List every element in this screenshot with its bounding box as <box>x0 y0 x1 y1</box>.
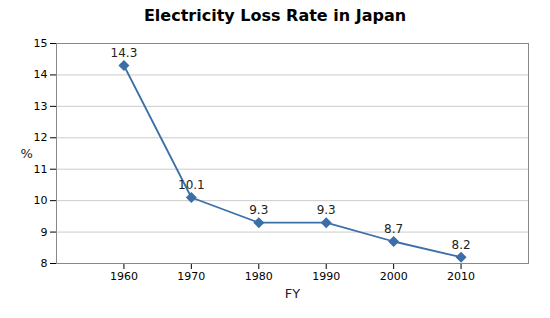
svg-text:2000: 2000 <box>380 270 408 283</box>
svg-text:1980: 1980 <box>245 270 273 283</box>
svg-text:8.7: 8.7 <box>384 222 403 236</box>
svg-text:14: 14 <box>34 68 48 81</box>
svg-text:8.2: 8.2 <box>452 238 471 252</box>
svg-text:12: 12 <box>34 131 48 144</box>
svg-text:9.3: 9.3 <box>249 203 268 217</box>
svg-text:15: 15 <box>34 37 48 50</box>
svg-text:8: 8 <box>41 257 48 270</box>
html-text:Electricity Loss Rate in Japan: Electricity Loss Rate in Japan <box>143 6 407 25</box>
svg-text:9: 9 <box>41 226 48 239</box>
svg-text:10: 10 <box>34 194 48 207</box>
svg-text:11: 11 <box>34 163 48 176</box>
svg-text:9.3: 9.3 <box>317 203 336 217</box>
svg-text:2010: 2010 <box>447 270 475 283</box>
svg-text:13: 13 <box>34 100 48 113</box>
svg-text:10.1: 10.1 <box>178 178 205 192</box>
svg-text:%: % <box>21 146 33 161</box>
svg-text:FY: FY <box>285 286 300 301</box>
svg-text:1960: 1960 <box>110 270 138 283</box>
svg-text:14.3: 14.3 <box>111 46 138 60</box>
svg-text:1990: 1990 <box>312 270 340 283</box>
svg-text:1970: 1970 <box>177 270 205 283</box>
